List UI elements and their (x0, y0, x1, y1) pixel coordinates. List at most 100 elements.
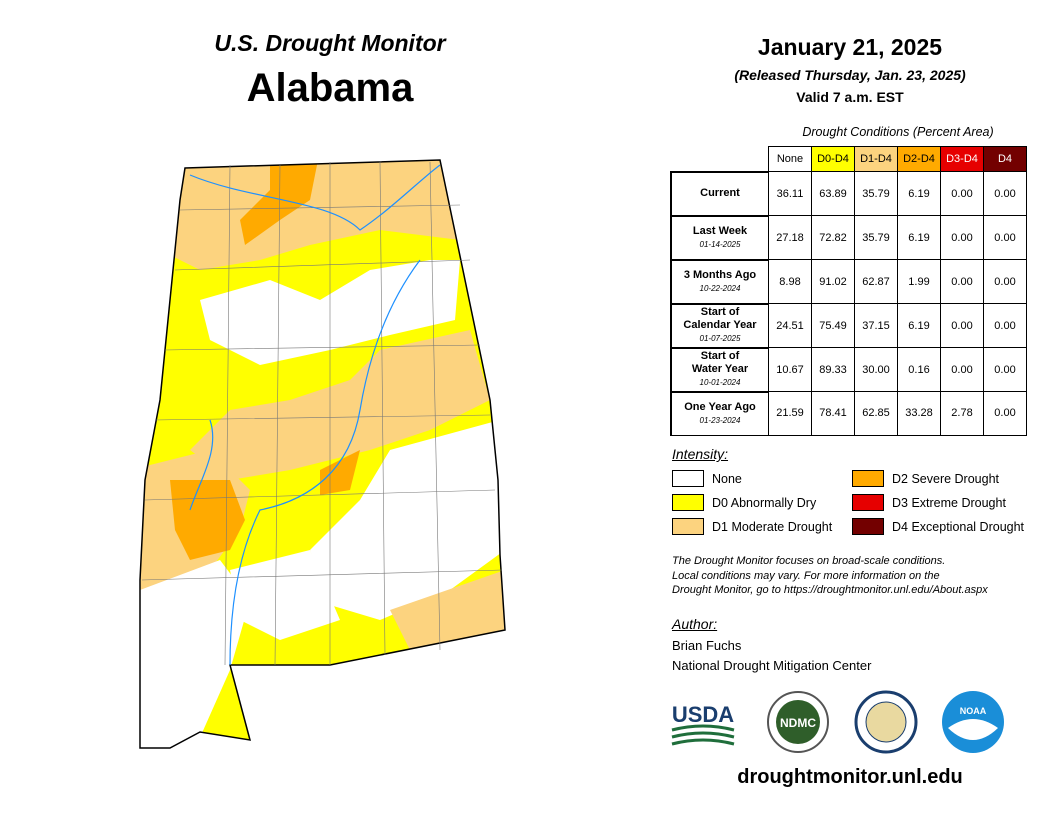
cell: 33.28 (897, 391, 941, 436)
row-label: Last Week 01-14-2025 (670, 214, 769, 260)
cell: 0.00 (940, 215, 984, 260)
legend-label: D2 Severe Drought (892, 471, 1000, 486)
cell: 0.16 (897, 347, 941, 392)
row-label-line: One Year Ago (684, 400, 756, 413)
cell: 35.79 (854, 215, 898, 260)
cell: 10.67 (768, 347, 812, 392)
cell: 0.00 (940, 347, 984, 392)
row-label-line: Start of (700, 350, 740, 362)
cell: 72.82 (811, 215, 855, 260)
legend-swatch (672, 518, 704, 535)
legend-item: D3 Extreme Drought (852, 494, 1006, 511)
usda-logo: USDA (672, 702, 734, 727)
row-date: 01-23-2024 (699, 415, 741, 425)
author-line: National Drought Mitigation Center (672, 658, 872, 673)
legend-label: D0 Abnormally Dry (712, 495, 817, 510)
legend-swatch (852, 470, 884, 487)
column-header: D4 (983, 146, 1027, 172)
logos: USDA NDMC NOAA (671, 690, 1004, 754)
cell: 1.99 (897, 259, 941, 304)
note-line: Local conditions may vary. For more info… (672, 569, 940, 582)
release-date: (Released Thursday, Jan. 23, 2025) (734, 67, 966, 83)
drought-areas (140, 160, 505, 748)
state-outline (139, 159, 506, 749)
cell: 63.89 (811, 171, 855, 216)
cell: 37.15 (854, 303, 898, 348)
row-label: Start of Calendar Year 01-07-2025 (670, 302, 769, 348)
note-line: The Drought Monitor focuses on broad-sca… (672, 555, 946, 567)
table-row: Start of Calendar Year 01-07-2025 24.51 75.4… (670, 302, 1027, 348)
legend-item: D0 Abnormally Dry (672, 494, 816, 511)
row-label: Current (670, 170, 769, 216)
cell: 0.00 (983, 347, 1027, 392)
legend-swatch (852, 518, 884, 535)
noaa-logo: NOAA (960, 706, 987, 716)
legend-item: D1 Moderate Drought (672, 518, 832, 535)
legend-label: D3 Extreme Drought (892, 495, 1006, 510)
cell: 21.59 (768, 391, 812, 436)
table-caption: Drought Conditions (Percent Area) (802, 125, 994, 139)
row-date: 01-07-2025 (699, 334, 741, 343)
header-row: None D0-D4 D1-D4 D2-D4 D3-D4 D4 (671, 146, 1027, 172)
valid-time: Valid 7 a.m. EST (796, 89, 904, 105)
row-label-line: Start of (700, 306, 740, 318)
cell: 0.00 (983, 215, 1027, 260)
note-line: Drought Monitor, go to https://droughtmo… (672, 584, 988, 596)
rivers (189, 164, 441, 666)
cell: 0.00 (983, 303, 1027, 348)
ndmc-logo: NDMC (780, 716, 816, 730)
legend-label: D4 Exceptional Drought (892, 519, 1025, 534)
cell: 0.00 (983, 259, 1027, 304)
cell: 75.49 (811, 303, 855, 348)
author-line: Brian Fuchs (672, 638, 742, 653)
conditions-table: None D0-D4 D1-D4 D2-D4 D3-D4 D4 Current 36.11 63… (670, 146, 1027, 436)
county-lines (141, 161, 503, 666)
row-label-line: Last Week (692, 224, 748, 237)
note: The Drought Monitor focuses on broad-sca… (672, 554, 988, 598)
cell: 89.33 (811, 347, 855, 392)
legend-item: None (672, 470, 742, 487)
table-row: Current 36.11 63.89 35.79 6.19 0.00 0.00 (670, 170, 1027, 216)
column-header: D3-D4 (940, 146, 984, 172)
row-label-line: Current (700, 187, 740, 199)
cell: 0.00 (983, 391, 1027, 436)
legend-swatch (672, 494, 704, 511)
row-label: 3 Months Ago 10-22-2024 (670, 258, 769, 304)
website: droughtmonitor.unl.edu (737, 766, 963, 788)
legend-item: D4 Exceptional Drought (852, 518, 1024, 535)
cell: 0.00 (940, 171, 984, 216)
state-title: Alabama (246, 66, 414, 110)
cell: 27.18 (768, 215, 812, 260)
legend-label: None (712, 471, 742, 486)
legend-label: D1 Moderate Drought (712, 519, 833, 534)
cell: 62.87 (854, 259, 898, 304)
table-row: 3 Months Ago 10-22-2024 8.98 91.02 62.87 1.99… (670, 258, 1027, 304)
cell: 6.19 (897, 303, 941, 348)
cell: 24.51 (768, 303, 812, 348)
row-date: 01-14-2025 (699, 239, 741, 249)
row-label-line: Calendar Year (683, 319, 757, 331)
table-row: Last Week 01-14-2025 27.18 72.82 35.79 6.19 0.… (670, 214, 1027, 260)
map (139, 159, 506, 749)
cell: 2.78 (940, 391, 984, 436)
program-title: U.S. Drought Monitor (214, 30, 446, 56)
cell: 35.79 (854, 171, 898, 216)
row-label-line: Water Year (691, 363, 749, 375)
cell: 6.19 (897, 215, 941, 260)
column-header: None (768, 146, 812, 172)
cell: 8.98 (768, 259, 812, 304)
row-date: 10-22-2024 (699, 283, 741, 293)
legend-title: Intensity: (672, 446, 729, 462)
column-header: D2-D4 (897, 146, 941, 172)
legend-swatch (672, 470, 704, 487)
row-date: 10-01-2024 (699, 378, 741, 387)
table-row: Start of Water Year 10-01-2024 10.67 89.33 30… (670, 346, 1027, 392)
row-label-line: 3 Months Ago (683, 268, 757, 281)
column-header: D0-D4 (811, 146, 855, 172)
legend-swatch (852, 494, 884, 511)
author: Brian Fuchs National Drought Mitigation C… (672, 636, 871, 676)
cell: 62.85 (854, 391, 898, 436)
cell: 0.00 (983, 171, 1027, 216)
date-title: January 21, 2025 (757, 34, 943, 60)
